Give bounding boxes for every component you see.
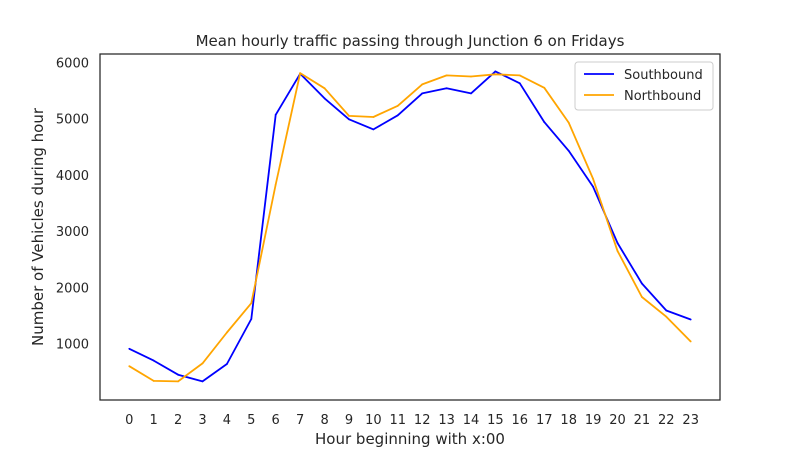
data-point-northbound: [323, 87, 326, 90]
x-axis-label: Hour beginning with x:00: [315, 430, 505, 448]
data-point-southbound: [177, 373, 180, 376]
plot-area: [99, 53, 721, 401]
data-point-southbound: [445, 87, 448, 90]
legend-label-southbound: Southbound: [624, 68, 703, 83]
data-point-northbound: [348, 115, 350, 117]
data-point-northbound: [152, 380, 155, 382]
x-tick-label: 14: [463, 413, 480, 428]
data-point-southbound: [323, 97, 326, 100]
x-tick-label: 21: [634, 413, 651, 428]
data-point-northbound: [396, 104, 399, 107]
data-point-northbound: [177, 380, 180, 383]
y-tick-label: 1000: [56, 338, 89, 353]
data-point-northbound: [372, 116, 375, 118]
data-point-southbound: [348, 118, 350, 121]
data-point-southbound: [152, 359, 155, 362]
series-line-southbound: [128, 70, 692, 383]
x-tick-label: 13: [438, 413, 455, 428]
data-point-northbound: [250, 302, 253, 305]
x-tick-label: 2: [174, 413, 182, 428]
data-point-southbound: [274, 113, 277, 116]
series-line-northbound: [128, 72, 692, 383]
data-point-southbound: [372, 128, 375, 131]
x-tick-label: 18: [560, 413, 577, 428]
data-point-northbound: [201, 362, 204, 365]
x-tick-label: 8: [320, 413, 328, 428]
y-tick-label: 5000: [56, 113, 89, 128]
x-tick-label: 7: [296, 413, 304, 428]
data-point-northbound: [641, 296, 643, 298]
x-tick-label: 16: [512, 413, 529, 428]
x-tick-label: 5: [247, 413, 255, 428]
data-point-northbound: [445, 74, 448, 77]
x-tick-label: 10: [365, 413, 382, 428]
y-tick-label: 3000: [56, 225, 89, 240]
data-point-northbound: [689, 340, 692, 343]
x-tick-label: 1: [150, 413, 158, 428]
x-tick-label: 3: [198, 413, 206, 428]
y-axis-label: Number of Vehicles during hour: [29, 107, 47, 346]
y-tick-label: 6000: [56, 56, 89, 71]
data-point-northbound: [616, 250, 619, 252]
data-point-northbound: [592, 178, 594, 180]
data-point-southbound: [396, 114, 399, 117]
series-layer: [128, 70, 692, 383]
data-point-southbound: [543, 121, 546, 123]
data-point-northbound: [470, 75, 472, 78]
x-tick-label: 20: [609, 413, 626, 428]
data-point-southbound: [641, 282, 643, 285]
data-point-northbound: [421, 83, 424, 86]
data-point-southbound: [226, 363, 228, 365]
data-point-northbound: [274, 183, 277, 186]
x-tick-label: 15: [487, 413, 504, 428]
data-point-northbound: [494, 73, 497, 76]
data-point-northbound: [128, 365, 131, 368]
x-tick-label: 22: [658, 413, 675, 428]
data-point-northbound: [665, 315, 668, 318]
x-axis-ticks: 0 1 2 3 4 5 6 7 8 9 10 11 12 13 14 15 16 17 18 19 20 21 22 23: [125, 413, 699, 428]
data-point-southbound: [470, 92, 472, 95]
y-axis-ticks: 1000 2000 3000 4000 5000 6000: [56, 56, 89, 352]
data-point-northbound: [518, 74, 521, 77]
data-point-southbound: [689, 318, 692, 321]
x-tick-label: 17: [536, 413, 553, 428]
data-point-southbound: [616, 242, 619, 244]
x-tick-label: 4: [223, 413, 231, 428]
x-tick-label: 0: [125, 413, 133, 428]
x-tick-label: 23: [682, 413, 699, 428]
data-point-northbound: [567, 121, 570, 124]
data-point-southbound: [518, 82, 521, 85]
data-point-northbound: [543, 86, 546, 89]
x-tick-label: 9: [345, 413, 353, 428]
data-point-southbound: [128, 347, 131, 350]
data-point-southbound: [250, 318, 253, 320]
data-point-southbound: [592, 185, 594, 188]
data-point-southbound: [665, 309, 668, 312]
y-tick-label: 2000: [56, 282, 89, 297]
chart-title: Mean hourly traffic passing through Junc…: [196, 32, 625, 50]
data-point-southbound: [421, 92, 424, 95]
data-point-southbound: [567, 149, 570, 152]
data-point-southbound: [201, 380, 204, 383]
legend: Southbound Northbound: [574, 61, 714, 111]
y-tick-label: 4000: [56, 169, 89, 184]
x-tick-label: 6: [272, 413, 280, 428]
data-point-southbound: [494, 70, 497, 73]
x-tick-label: 11: [390, 413, 407, 428]
x-tick-label: 19: [585, 413, 602, 428]
data-point-northbound: [299, 72, 302, 74]
legend-label-northbound: Northbound: [624, 89, 701, 104]
x-tick-label: 12: [414, 413, 431, 428]
data-point-northbound: [226, 331, 228, 334]
